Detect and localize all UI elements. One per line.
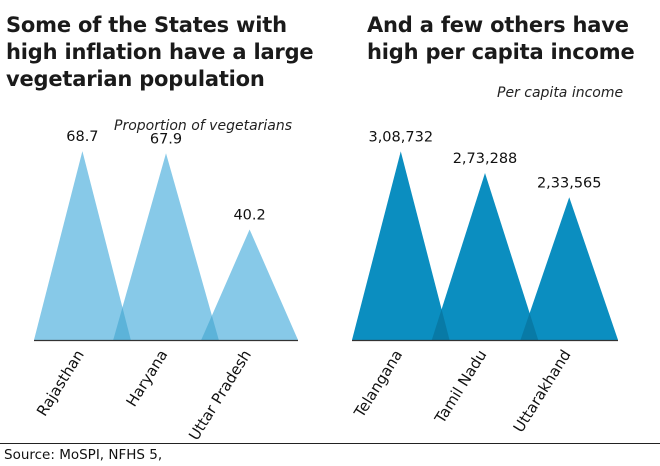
triangle-rajasthan (34, 151, 131, 340)
data-value-label: 40.2 (233, 207, 265, 223)
triangle-haryana (113, 153, 219, 340)
triangle-overlap (201, 315, 219, 340)
source-divider (0, 443, 660, 444)
triangle-overlap (520, 313, 539, 340)
right-chart-subtitle: Per capita income (497, 85, 624, 101)
data-value-label: 3,08,732 (368, 129, 433, 145)
triangle-overlap (113, 307, 131, 340)
charts-canvas: 68.7 67.9 40.2 Rajasthan Haryana Uttar Prades… (33, 129, 618, 440)
left-chart-title: Some of the States with high inflation h… (6, 13, 314, 91)
category-tick-label: Uttar Pradesh (185, 347, 255, 440)
right-chart-title: And a few others have high per capita in… (367, 13, 635, 64)
category-tick-label: Rajasthan (33, 347, 88, 420)
source-note: Source: MoSPI, NFHS 5, (4, 447, 163, 463)
data-value-label: 2,73,288 (453, 151, 518, 167)
category-tick-label: Tamil Nadu (431, 347, 491, 428)
triangle-tamil-nadu (431, 172, 539, 340)
left-chart-subtitle: Proportion of vegetarians (114, 118, 293, 134)
data-value-label: 67.9 (150, 131, 182, 147)
triangle-telangana (352, 151, 450, 340)
category-tick-label: Telangana (350, 347, 406, 422)
triangle-uttar-pradesh (201, 229, 298, 340)
category-tick-label: Haryana (123, 347, 172, 410)
data-value-label: 2,33,565 (537, 175, 602, 191)
data-value-label: 68.7 (66, 129, 98, 145)
category-tick-label: Uttarakhand (510, 347, 575, 436)
triangle-overlap (431, 309, 450, 340)
triangle-uttarakhand (520, 197, 618, 340)
